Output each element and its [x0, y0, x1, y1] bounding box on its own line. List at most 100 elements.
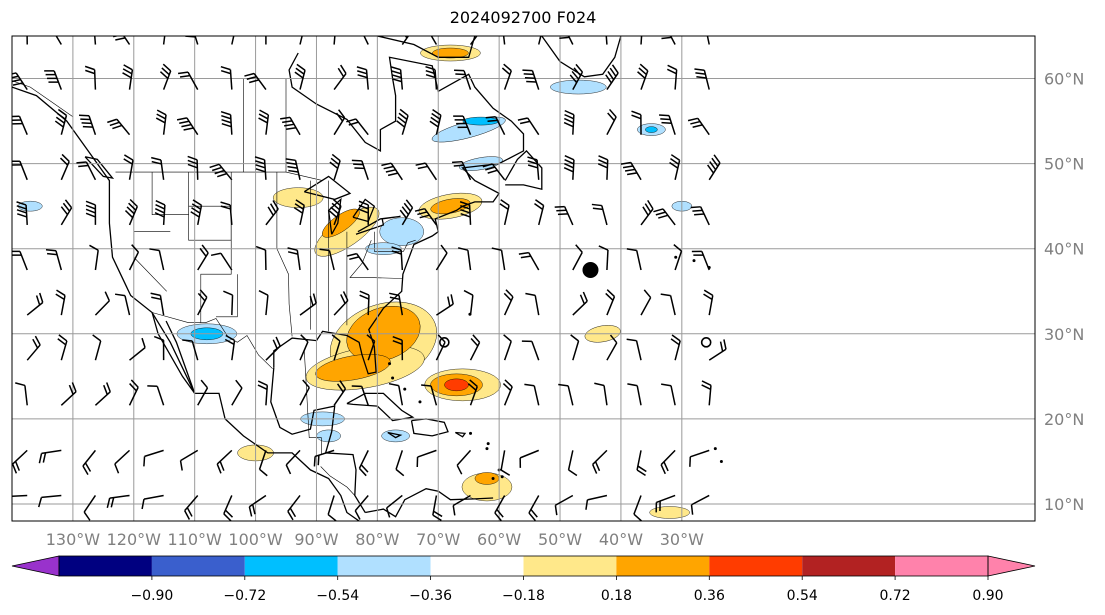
barb-feather	[187, 159, 198, 165]
barb-feather	[112, 124, 123, 130]
barb-feather	[328, 210, 338, 218]
barb-feather	[287, 510, 294, 521]
wind-barb	[659, 114, 676, 135]
wind-barb	[499, 199, 510, 226]
barb-feather	[4, 496, 7, 505]
wind-barb	[518, 251, 540, 271]
barb-feather	[115, 37, 126, 41]
wind-barb	[491, 247, 506, 271]
barb-feather	[221, 122, 232, 128]
barb-feather	[287, 251, 299, 255]
longitude-label: 30°W	[660, 530, 704, 549]
wind-barb	[517, 117, 540, 136]
barb-staff	[636, 385, 642, 406]
wind-barb	[415, 162, 438, 181]
barb-staff	[94, 300, 110, 316]
barb-feather	[687, 117, 698, 122]
barb-feather	[155, 117, 166, 124]
barb-feather	[697, 31, 707, 33]
colorbar-tick-label: 0.72	[880, 588, 911, 604]
longitude-label: 110°W	[167, 530, 222, 549]
barb-feather	[151, 160, 162, 165]
barb-feather	[8, 496, 11, 505]
barb-feather	[84, 22, 94, 25]
barb-staff	[333, 36, 336, 45]
barb-feather	[607, 71, 615, 81]
barb-feather	[130, 379, 139, 388]
wind-barb	[220, 110, 233, 135]
coastline	[12, 86, 360, 521]
barb-feather	[460, 209, 471, 214]
barb-feather	[153, 335, 164, 341]
island	[469, 431, 473, 435]
barb-feather	[432, 514, 442, 521]
barb-staff	[669, 36, 676, 45]
barb-feather	[597, 163, 608, 169]
wind-barb	[636, 450, 647, 477]
wind-barb	[661, 383, 676, 406]
wind-barb	[157, 24, 166, 45]
wind-barb	[89, 244, 99, 271]
island	[674, 255, 678, 259]
barb-feather	[12, 72, 17, 75]
barb-staff	[333, 340, 341, 361]
wind-barb	[258, 450, 268, 477]
barb-feather	[485, 166, 496, 171]
barb-feather	[282, 120, 293, 124]
barb-feather	[157, 24, 166, 29]
barb-feather	[359, 290, 370, 296]
barb-feather	[258, 113, 269, 120]
wind-barb	[354, 494, 369, 520]
storm-marker	[582, 261, 599, 278]
barb-feather	[41, 27, 51, 29]
wind-barb	[285, 449, 301, 475]
barb-feather	[294, 71, 304, 79]
barb-feather	[694, 213, 705, 216]
wind-barb	[456, 449, 472, 475]
barb-feather	[354, 510, 361, 520]
island	[491, 476, 495, 480]
barb-feather	[396, 120, 406, 128]
wind-barb	[129, 337, 146, 361]
barb-feather	[575, 244, 583, 253]
barb-feather	[404, 36, 408, 39]
barb-staff	[640, 297, 652, 316]
barb-staff	[534, 295, 540, 316]
barb-feather	[522, 69, 533, 72]
barb-feather	[594, 461, 601, 472]
barb-feather	[338, 109, 346, 119]
barb-feather	[58, 334, 68, 342]
colorbar-segment	[244, 556, 338, 576]
wind-barb	[606, 108, 617, 136]
barb-feather	[383, 165, 394, 170]
barb-feather	[337, 67, 345, 78]
barb-feather	[156, 113, 166, 120]
barb-feather	[696, 75, 707, 79]
barb-feather	[608, 108, 617, 118]
barb-feather	[695, 72, 706, 75]
border-line	[373, 231, 416, 252]
wind-barb	[691, 250, 710, 271]
barb-feather	[327, 20, 336, 24]
barb-feather	[254, 156, 265, 161]
barb-feather	[141, 337, 146, 348]
barb-feather	[220, 69, 231, 75]
wind-barb	[45, 248, 63, 271]
barb-staff	[41, 494, 62, 499]
wind-barb	[328, 198, 342, 226]
barb-feather	[336, 383, 344, 393]
barb-feather	[246, 75, 257, 80]
barb-feather	[12, 75, 19, 79]
wind-barb	[319, 248, 335, 271]
barb-feather	[503, 292, 512, 302]
longitude-label: 130°W	[46, 530, 101, 549]
barb-feather	[518, 251, 529, 255]
barb-feather	[447, 296, 451, 307]
barb-staff	[572, 340, 580, 361]
barb-feather	[192, 199, 202, 206]
barb-feather	[585, 499, 589, 510]
barb-feather	[391, 250, 402, 255]
barb-staff	[430, 36, 438, 45]
colorbar-segment	[523, 556, 617, 576]
barb-staff	[258, 450, 267, 470]
